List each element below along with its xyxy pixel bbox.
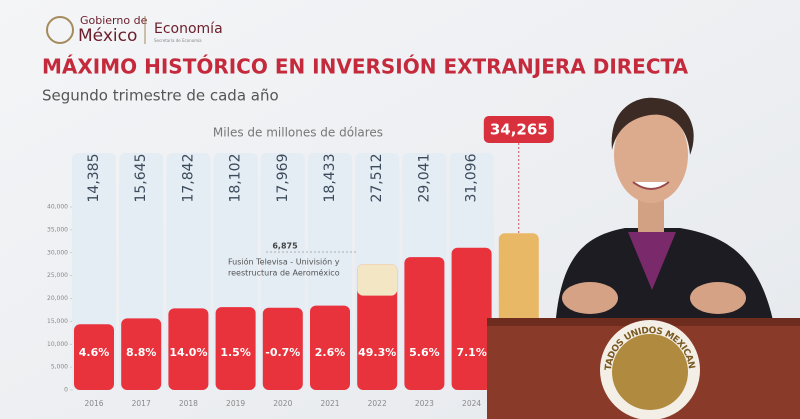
y-tick-label: 25,000 [47,272,68,279]
x-tick-label: 2016 [84,399,103,408]
value-label: 17,969 [275,154,291,203]
chart-title: MÁXIMO HISTÓRICO EN INVERSIÓN EXTRANJERA… [42,55,689,79]
bar [262,307,303,390]
growth-label: 2.6% [315,346,346,359]
y-tick-label: 0 [64,387,68,394]
growth-label: 1.5% [220,346,251,359]
callout-box [483,116,554,143]
growth-label: 7.1% [456,346,487,359]
y-tick-label: 10,000 [47,341,68,348]
value-label: 18,102 [228,154,244,203]
x-tick-label: 2020 [273,399,292,408]
value-label: 31,096 [464,153,480,202]
y-tick-label: 20,000 [47,295,68,302]
emblem [46,16,74,44]
y-tick-label: 5,000 [51,364,68,371]
bar [121,318,162,390]
value-label: 18,433 [322,154,338,203]
seal [612,334,688,410]
bar [310,305,350,390]
x-tick-label: 2021 [320,399,339,408]
y-tick-label: 30,000 [47,249,68,256]
brand-top: Gobierno de [80,14,148,27]
value-label: 15,645 [133,154,149,203]
plot: 0 5,000 10,000 15,000 20,000 25,000 30,000 35,0… [47,116,554,408]
hair [611,97,694,155]
x-tick-label: 2023 [415,399,434,408]
x-tick-label: 2024 [462,399,481,408]
growth-label: 14.0% [169,346,207,359]
x-tick-label: 2017 [132,399,151,408]
value-label: 14,385 [86,154,102,203]
brand-main: México [78,26,137,46]
x-tick-label: 2022 [368,399,387,408]
growth-label: -0.7% [265,346,300,359]
bar [168,308,209,390]
bar [357,264,398,390]
bar [451,247,492,390]
blouse [628,232,676,290]
face [614,107,688,203]
smile [632,181,670,190]
ministry: Economía [154,21,223,37]
chart-subtitle: Segundo trimestre de cada año [42,87,279,105]
growth-label: 5.6% [409,346,440,359]
growth-label: 4.6% [79,346,110,359]
unit-label: Miles de millones de dólares [213,126,383,140]
x-tick-label: 2019 [226,399,245,408]
annotation: Fusión Televisa - Univisión y [228,257,340,267]
annotation: reestructura de Aeroméxico [228,268,340,278]
bar [215,307,256,390]
growth-label: 49.3% [358,346,396,359]
value-label: 29,041 [416,154,432,203]
highlight-label: 6,875 [272,242,298,251]
growth-label: 8.8% [126,346,157,359]
hand [562,282,618,314]
callout-label: 34,265 [490,121,548,139]
value-label: 27,512 [369,154,385,203]
presenter [555,97,775,330]
y-tick-label: 35,000 [47,226,68,233]
y-tick-label: 40,000 [47,204,68,211]
bar [74,324,114,390]
ministry-small: Secretaría de Economía [154,38,202,43]
value-label: 17,842 [180,154,196,203]
hand [690,282,746,314]
x-tick-label: 2018 [179,399,198,408]
bar [404,257,445,390]
y-tick-label: 15,000 [47,318,68,325]
highlight-segment [357,264,398,296]
